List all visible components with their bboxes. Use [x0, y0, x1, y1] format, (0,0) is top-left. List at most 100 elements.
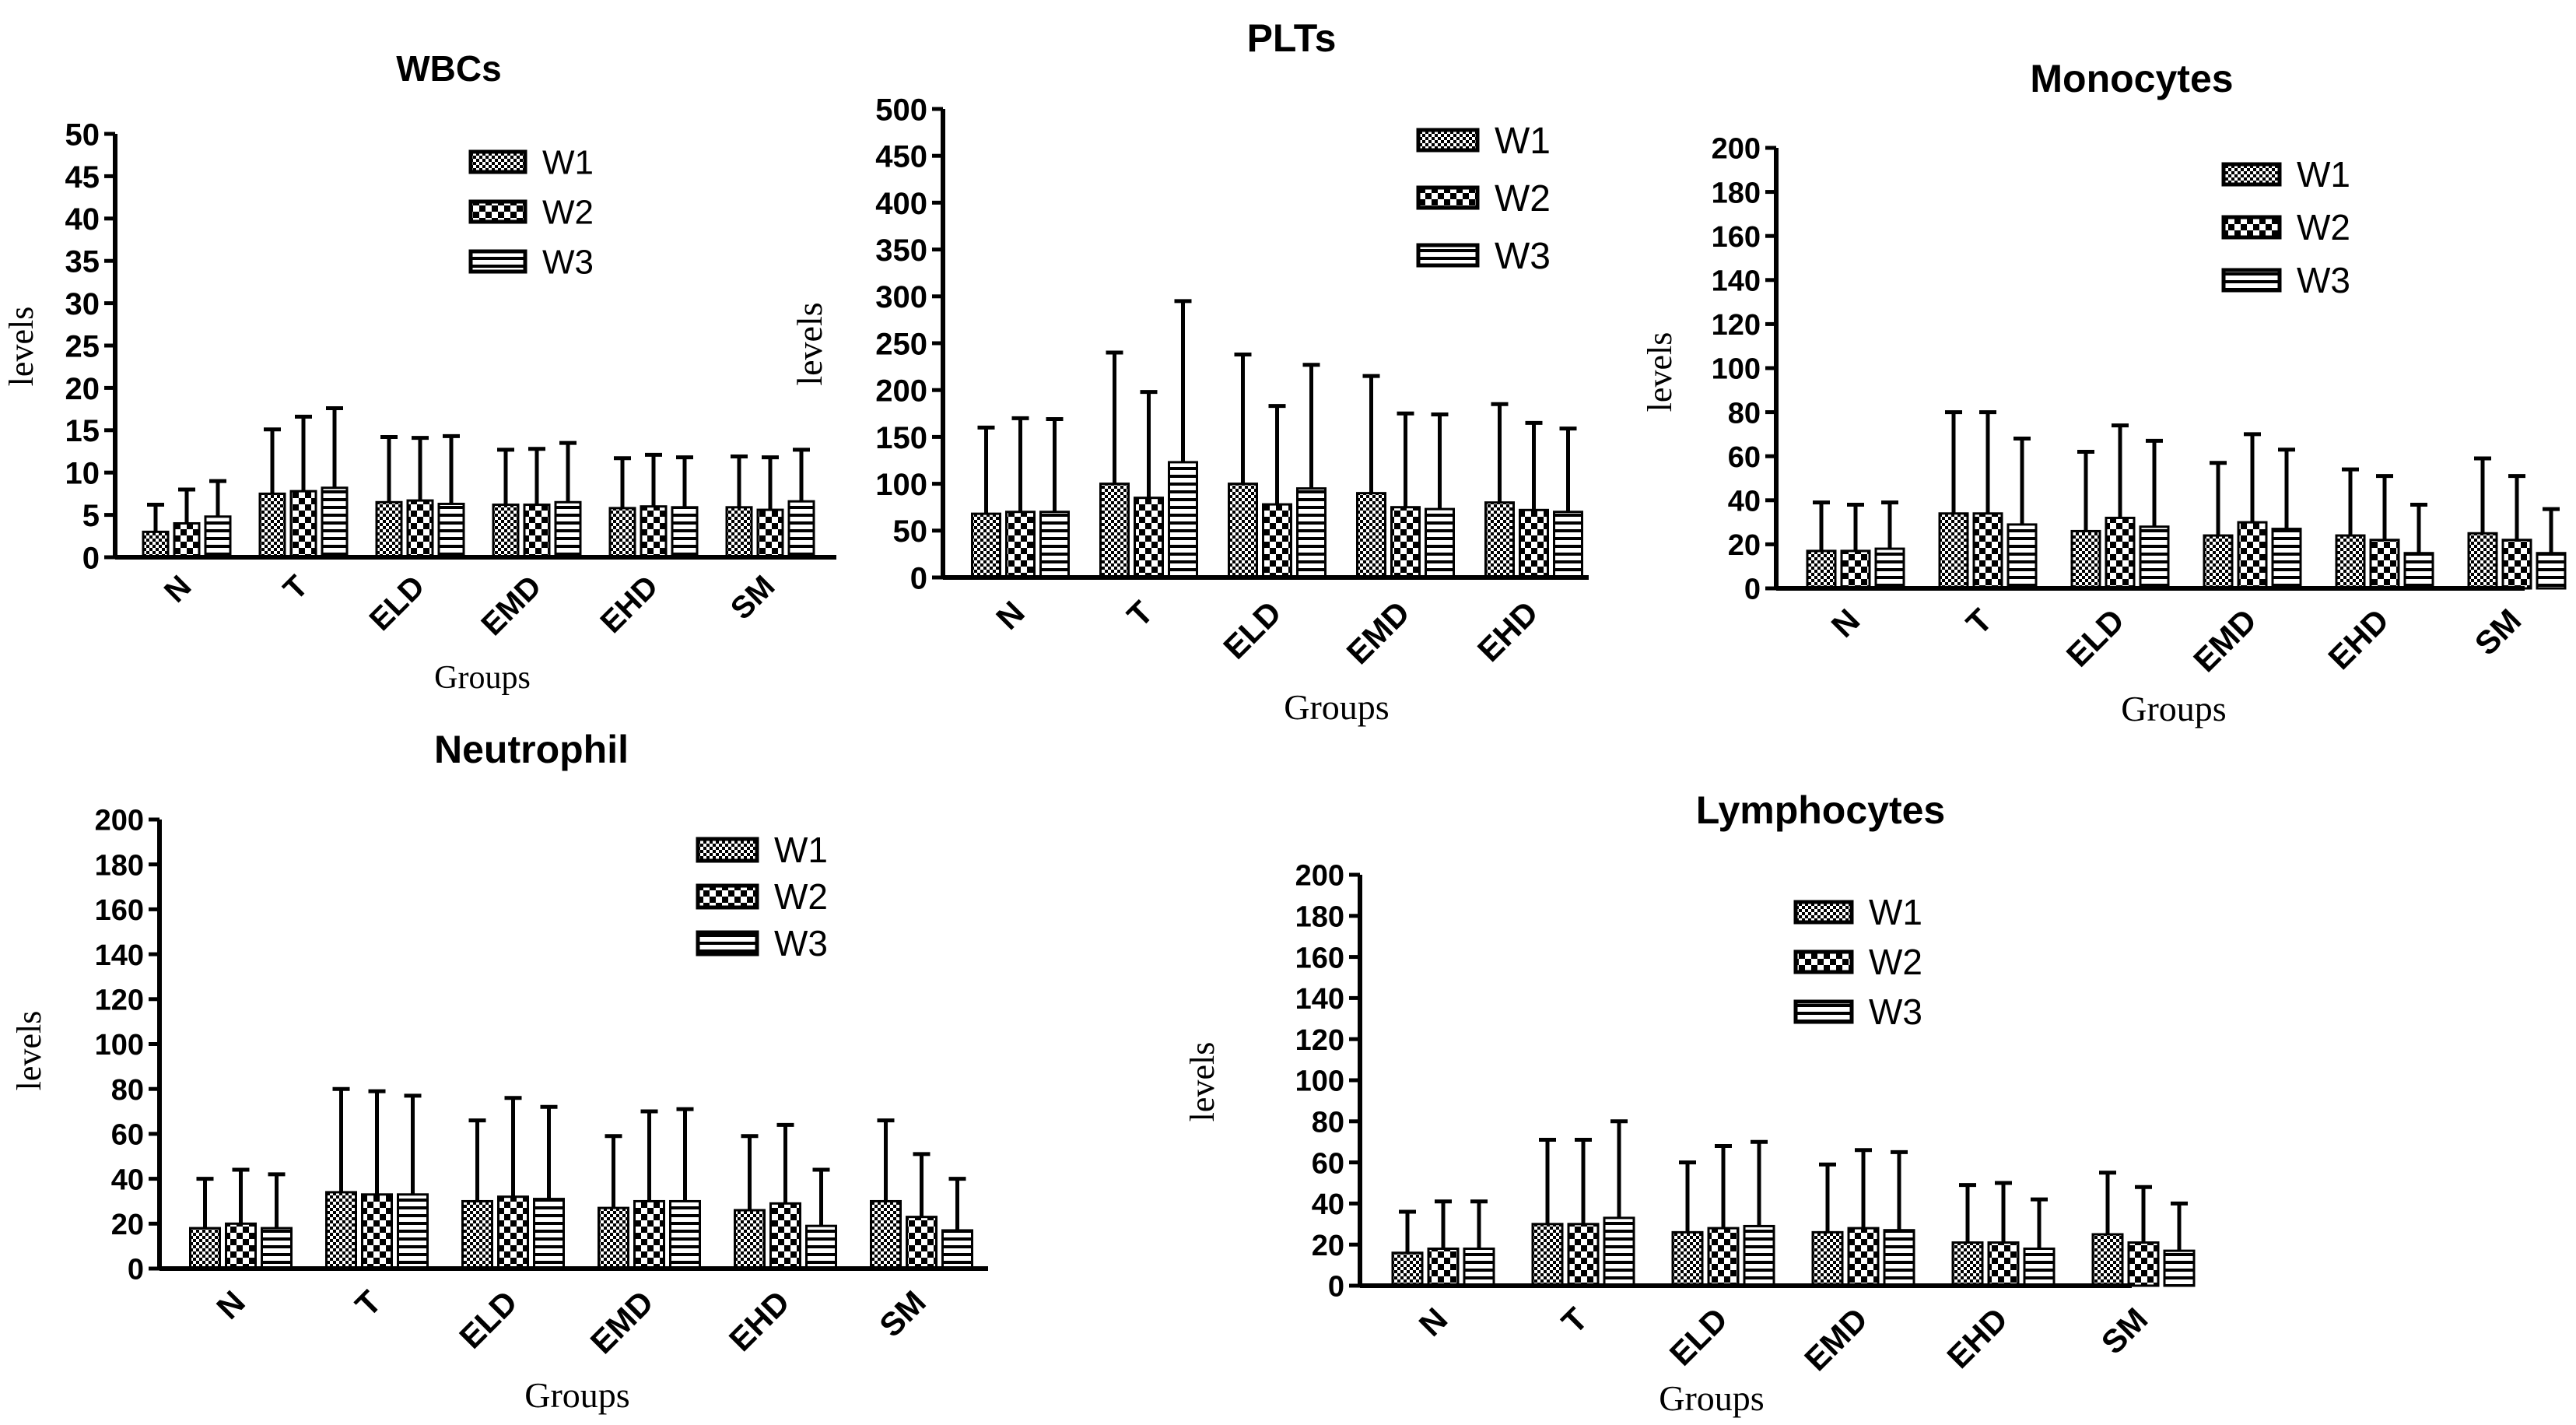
- bar-w2-n: [173, 521, 201, 559]
- bar-w1-eld: [2070, 529, 2101, 590]
- bar-w2-t: [289, 490, 317, 559]
- bar-w3-eld: [533, 1198, 565, 1270]
- bar-w2-emd: [2237, 521, 2268, 590]
- y-tick-label: 180: [1712, 177, 1761, 209]
- bar-w2-ehd: [1519, 508, 1549, 579]
- bar-w2-emd: [633, 1199, 665, 1270]
- x-category-label: ELD: [363, 569, 432, 637]
- x-category-label: EHD: [594, 569, 665, 640]
- y-tick-label: 200: [1712, 133, 1761, 166]
- legend-label-w2: W2: [1495, 178, 1551, 219]
- x-category-label: EMD: [2186, 602, 2263, 679]
- bar-w3-n: [261, 1227, 293, 1270]
- chart-title: PLTs: [1247, 16, 1337, 60]
- bar-w2-eld: [1262, 503, 1292, 579]
- y-tick-label: 160: [1295, 942, 1344, 974]
- y-tick-label: 40: [1728, 485, 1761, 518]
- y-tick-label: 140: [95, 939, 144, 972]
- y-tick-label: 15: [65, 414, 100, 448]
- y-tick-label: 120: [1295, 1024, 1344, 1057]
- x-category-label: EMD: [1340, 594, 1417, 671]
- x-axis-title: Groups: [2121, 689, 2226, 728]
- bar-w1-t: [325, 1191, 357, 1270]
- bar-w3-emd: [1883, 1229, 1915, 1287]
- y-tick-label: 30: [65, 287, 100, 321]
- legend-swatch-w1: [468, 149, 527, 174]
- legend-swatch-w3: [696, 930, 759, 956]
- bar-w2-ehd: [2369, 539, 2400, 590]
- bar-w2-emd: [1390, 506, 1421, 579]
- x-axis-title: Groups: [1659, 1378, 1764, 1418]
- y-tick-label: 35: [65, 245, 100, 279]
- bar-w1-emd: [1356, 492, 1386, 579]
- bar-w1-emd: [598, 1206, 629, 1270]
- y-tick-label: 140: [1295, 983, 1344, 1016]
- y-tick-label: 80: [1312, 1106, 1344, 1139]
- x-axis-title: Groups: [434, 660, 531, 696]
- y-tick-label: 40: [1312, 1188, 1344, 1221]
- bar-w3-n: [204, 515, 232, 559]
- x-category-label: N: [1412, 1300, 1455, 1343]
- bar-w2-sm: [906, 1216, 938, 1270]
- bar-w1-sm: [870, 1199, 902, 1270]
- bar-w2-t: [361, 1193, 393, 1270]
- bar-w2-eld: [2105, 516, 2136, 590]
- bar-w1-sm: [2091, 1233, 2124, 1287]
- x-category-label: EMD: [1797, 1300, 1874, 1378]
- bar-w2-t: [1972, 512, 2003, 590]
- bar-w1-ehd: [1951, 1241, 1984, 1287]
- bar-w3-eld: [2139, 525, 2170, 590]
- x-axis-title: Groups: [524, 1375, 629, 1415]
- y-tick-label: 100: [875, 468, 927, 502]
- bar-w1-ehd: [734, 1209, 766, 1270]
- y-tick-label: 200: [95, 805, 144, 837]
- x-category-label: EHD: [2321, 602, 2396, 676]
- bar-w3-emd: [2271, 528, 2302, 590]
- legend-label-w3: W3: [774, 923, 828, 963]
- chart-monocytes: Monocytes 0 20 40 60 80 100 120 140 160 180 200 le…: [1641, 57, 2567, 728]
- bar-w3-t: [1603, 1216, 1635, 1287]
- legend-swatch-w3: [468, 249, 527, 274]
- x-category-label: SM: [2094, 1300, 2155, 1361]
- x-category-label: T: [348, 1283, 388, 1324]
- bar-w3-sm: [787, 500, 815, 559]
- legend-label-w1: W1: [774, 830, 828, 870]
- y-tick-label: 0: [82, 541, 100, 575]
- y-tick-label: 80: [1728, 397, 1761, 430]
- y-tick-label: 20: [1312, 1230, 1344, 1262]
- x-category-label: T: [277, 569, 314, 606]
- legend-swatch-w1: [1416, 128, 1480, 153]
- bar-w3-n: [1463, 1247, 1495, 1287]
- bar-w3-sm: [2163, 1249, 2196, 1287]
- bar-w3-t: [397, 1193, 429, 1270]
- bar-w3-eld: [1296, 487, 1327, 579]
- y-tick-label: 50: [893, 514, 928, 549]
- legend-swatch-w2: [468, 199, 527, 224]
- y-tick-label: 40: [111, 1164, 144, 1196]
- legend-label-w3: W3: [1495, 236, 1551, 277]
- bar-w1-emd: [2203, 534, 2234, 590]
- bar-w2-n: [1427, 1247, 1460, 1287]
- legend-swatch-w1: [1793, 900, 1854, 925]
- bar-w1-eld: [375, 500, 403, 559]
- x-category-label: N: [158, 569, 198, 609]
- bar-w2-ehd: [640, 505, 668, 559]
- bar-w2-emd: [523, 504, 551, 559]
- x-category-label: T: [1554, 1300, 1595, 1341]
- y-tick-label: 20: [1728, 529, 1761, 562]
- legend-swatch-w1: [2221, 162, 2282, 187]
- bar-w3-emd: [554, 500, 582, 559]
- legend-label-w1: W1: [1869, 892, 1922, 932]
- legend-label-w2: W2: [542, 193, 594, 231]
- x-category-label: T: [1959, 602, 1999, 642]
- y-tick-label: 0: [1328, 1271, 1344, 1304]
- legend-label-w3: W3: [2297, 260, 2350, 300]
- bar-w1-t: [1099, 483, 1130, 579]
- bar-w3-n: [1874, 547, 1905, 590]
- bar-w1-ehd: [1484, 501, 1515, 579]
- x-category-label: N: [1824, 602, 1867, 644]
- legend-label-w2: W2: [2297, 207, 2350, 247]
- legend-label-w3: W3: [1869, 992, 1922, 1032]
- x-axis-title: Groups: [1284, 687, 1389, 727]
